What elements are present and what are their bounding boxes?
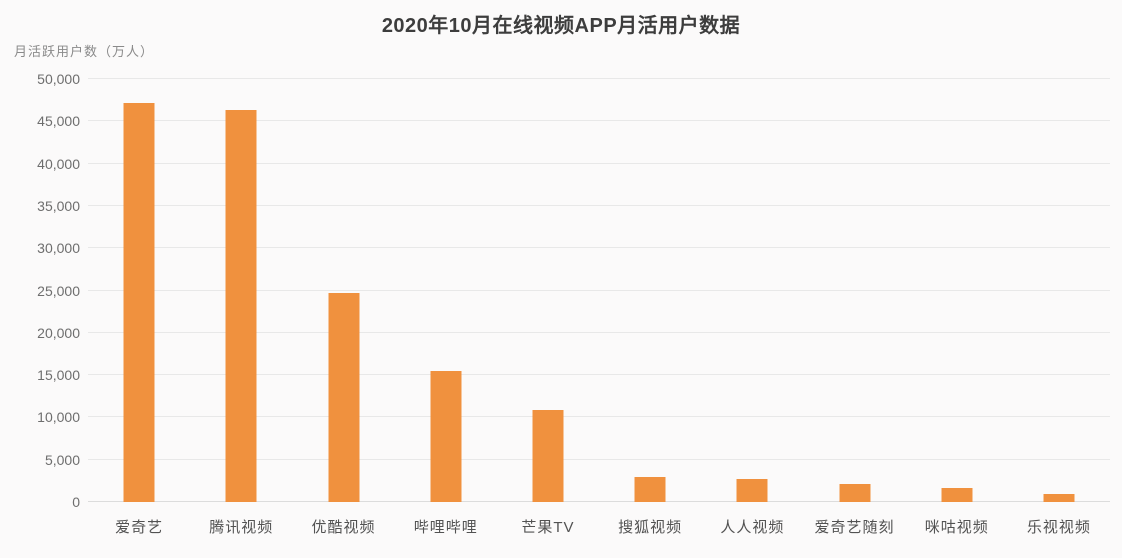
bar-哔哩哔哩 xyxy=(430,370,462,502)
bar-优酷视频 xyxy=(328,293,359,502)
gridline xyxy=(88,162,1110,164)
gridline xyxy=(88,374,1110,376)
bar-咪咕视频 xyxy=(941,488,973,502)
gridline xyxy=(88,416,1110,418)
chart-title: 2020年10月在线视频APP月活用户数据 xyxy=(381,15,741,37)
bar-乐视视频 xyxy=(1043,493,1075,502)
category-label: 乐视视频 xyxy=(1026,519,1091,536)
category-label: 人人视频 xyxy=(720,519,785,536)
gridline xyxy=(88,289,1110,291)
category-label: 搜狐视频 xyxy=(618,519,683,536)
gridline xyxy=(88,78,1110,79)
bar-slot xyxy=(292,79,394,502)
bar-slot xyxy=(395,79,497,502)
bar-slot xyxy=(906,79,1008,502)
category-label: 腾讯视频 xyxy=(209,519,274,536)
bar-slot xyxy=(599,79,701,502)
y-tick-label: 50,000 xyxy=(37,71,80,87)
y-tick-label: 25,000 xyxy=(37,282,80,299)
gridline xyxy=(88,458,1110,460)
bar-爱奇艺随刻 xyxy=(839,484,871,502)
bar-slot xyxy=(190,79,292,502)
category-label: 爱奇艺随刻 xyxy=(814,519,895,536)
bar-slot xyxy=(701,79,803,502)
category-label: 咪咕视频 xyxy=(924,519,989,536)
bar-人人视频 xyxy=(736,479,768,502)
y-tick-label: 10,000 xyxy=(37,409,80,426)
bar-slot xyxy=(1008,79,1110,502)
y-tick-label: 20,000 xyxy=(37,324,80,341)
gridline xyxy=(88,331,1110,333)
gridline xyxy=(88,247,1110,249)
gridline xyxy=(88,204,1110,206)
category-label: 哔哩哔哩 xyxy=(413,519,478,536)
category-label: 优酷视频 xyxy=(311,519,376,536)
bar-slot xyxy=(497,79,599,502)
bar-搜狐视频 xyxy=(634,477,666,502)
bar-爱奇艺 xyxy=(123,102,155,502)
bar-series xyxy=(88,79,1110,502)
y-axis-title: 月活跃用户数（万人） xyxy=(14,44,155,59)
y-tick-label: 35,000 xyxy=(37,197,80,214)
gridline xyxy=(88,120,1110,122)
bar-slot xyxy=(803,79,905,502)
y-tick-label: 0 xyxy=(72,494,80,510)
y-tick-label: 15,000 xyxy=(37,367,80,384)
bar-芒果TV xyxy=(532,409,564,502)
x-axis-baseline xyxy=(88,501,1110,502)
bar-slot xyxy=(88,79,190,502)
bar-腾讯视频 xyxy=(225,110,257,502)
category-label: 芒果TV xyxy=(521,519,575,536)
x-axis-category-labels: 爱奇艺 腾讯视频 优酷视频 哔哩哔哩 芒果TV 搜狐视频 人人视频 爱奇艺随刻 咪咕视频 乐视视频 xyxy=(88,516,1110,537)
y-tick-label: 40,000 xyxy=(37,155,80,172)
y-tick-label: 45,000 xyxy=(37,113,80,130)
plot-area xyxy=(88,78,1110,502)
category-label: 爱奇艺 xyxy=(115,519,164,536)
y-tick-label: 30,000 xyxy=(37,240,80,257)
y-tick-label: 5,000 xyxy=(44,451,80,468)
